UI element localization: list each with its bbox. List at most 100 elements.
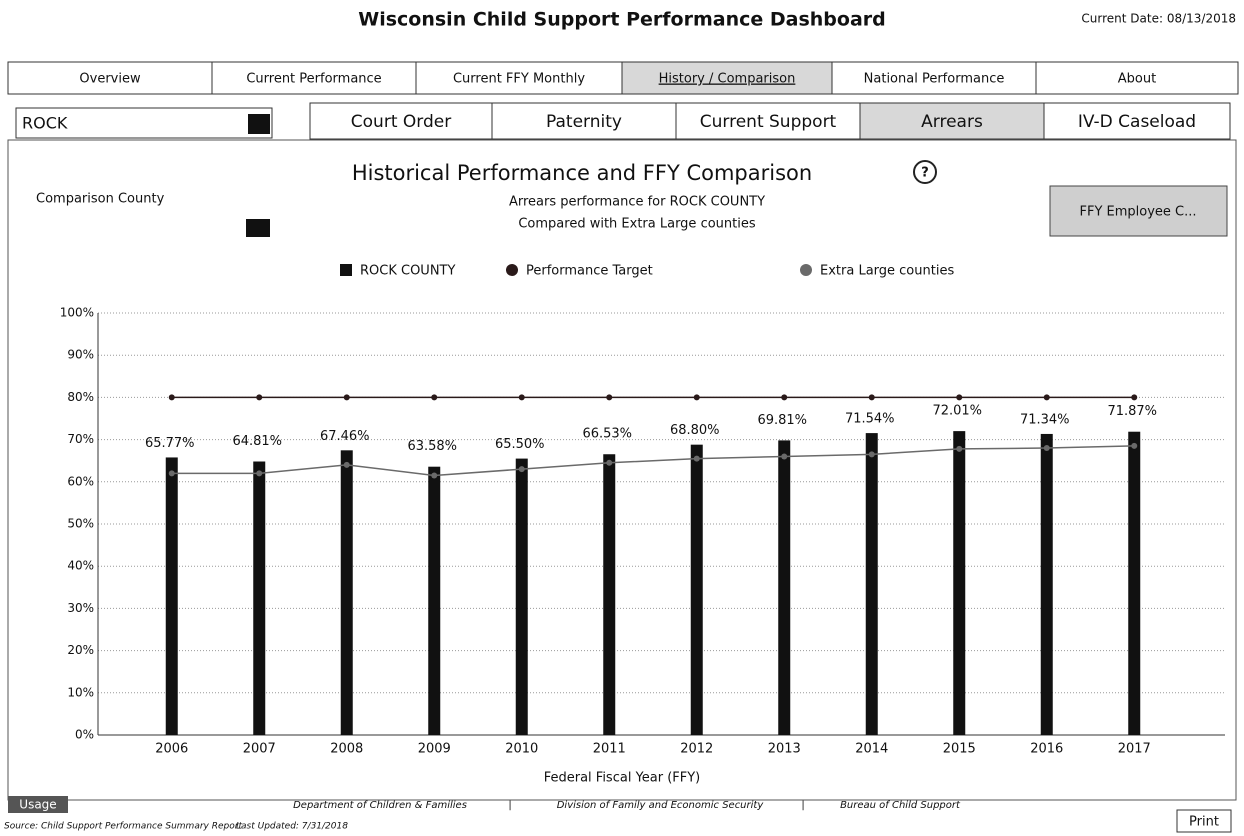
y-tick-label: 80% xyxy=(67,390,94,404)
legend-swatch xyxy=(800,264,812,276)
line-point xyxy=(1043,394,1050,401)
line-point xyxy=(431,394,438,401)
value-label: 65.50% xyxy=(495,437,545,452)
sub-tab-label[interactable]: Current Support xyxy=(700,112,837,132)
legend-swatch xyxy=(340,264,352,276)
line-point xyxy=(343,461,350,468)
nav-tab-label[interactable]: Current Performance xyxy=(246,72,381,87)
value-label: 72.01% xyxy=(932,404,982,419)
line-point xyxy=(606,459,613,466)
usage-text[interactable]: Usage xyxy=(19,798,56,812)
x-tick-label: 2014 xyxy=(855,742,888,757)
county-select[interactable] xyxy=(15,107,273,139)
line-point xyxy=(343,394,350,401)
y-tick-label: 100% xyxy=(60,306,94,320)
nav-tab[interactable] xyxy=(415,61,623,95)
value-label: 71.54% xyxy=(845,412,895,427)
nav-tab-label[interactable]: Overview xyxy=(79,72,141,87)
sub-tab[interactable] xyxy=(1043,102,1231,140)
sub-tab-label[interactable]: IV-D Caseload xyxy=(1078,112,1196,132)
nav-tab[interactable] xyxy=(1035,61,1239,95)
legend-label: Extra Large counties xyxy=(820,264,954,279)
x-tick-label: 2007 xyxy=(243,742,276,757)
line-point xyxy=(518,394,525,401)
legend-label: Performance Target xyxy=(526,264,653,279)
x-tick-label: 2006 xyxy=(155,742,188,757)
sub-tab-label[interactable]: Paternity xyxy=(546,112,622,132)
line-point xyxy=(868,394,875,401)
line-point xyxy=(956,445,963,452)
line-point xyxy=(1131,394,1138,401)
x-tick-label: 2015 xyxy=(943,742,976,757)
line xyxy=(171,445,1135,477)
print-text[interactable]: Print xyxy=(1189,815,1219,830)
value-label: 67.46% xyxy=(320,429,370,444)
help-text[interactable]: ? xyxy=(921,166,929,181)
line-point xyxy=(956,394,963,401)
line-point xyxy=(518,466,525,473)
usage-button[interactable] xyxy=(8,796,68,813)
sub-tab-label[interactable]: Arrears xyxy=(921,112,983,132)
line-point xyxy=(256,470,263,477)
line-point xyxy=(1043,445,1050,452)
value-label: 71.34% xyxy=(1020,412,1070,427)
county-dropdown-arrow[interactable] xyxy=(248,114,270,134)
y-tick-label: 10% xyxy=(67,685,94,699)
x-axis-label: Federal Fiscal Year (FFY) xyxy=(544,771,701,786)
employee-button[interactable] xyxy=(1049,185,1228,237)
nav-tab-label[interactable]: Current FFY Monthly xyxy=(453,72,585,87)
bar xyxy=(428,466,441,735)
help-icon[interactable] xyxy=(913,160,937,184)
x-tick-label: 2013 xyxy=(768,742,801,757)
chart-subtitle: Arrears performance for ROCK COUNTY xyxy=(509,195,765,210)
value-label: 64.81% xyxy=(232,434,282,449)
footer-separator: | xyxy=(801,800,804,811)
line-point xyxy=(868,451,875,458)
comparison-dropdown[interactable] xyxy=(246,219,270,237)
updated-note: Last Updated: 7/31/2018 xyxy=(236,822,348,832)
bar xyxy=(865,433,878,735)
content-panel xyxy=(7,139,1237,801)
x-tick-label: 2016 xyxy=(1030,742,1063,757)
nav-tab[interactable] xyxy=(621,61,833,95)
line-point xyxy=(431,472,438,479)
footer-link: Department of Children & Families xyxy=(293,800,467,811)
county-select-value[interactable]: ROCK xyxy=(22,114,68,133)
footer-separator: | xyxy=(508,800,511,811)
x-tick-label: 2017 xyxy=(1118,742,1151,757)
bar xyxy=(515,458,528,735)
line-point xyxy=(256,394,263,401)
y-tick-label: 40% xyxy=(67,559,94,573)
sub-tab[interactable] xyxy=(309,102,493,140)
employee-button-text[interactable]: FFY Employee C... xyxy=(1079,205,1196,220)
print-button[interactable] xyxy=(1176,809,1232,833)
value-label: 68.80% xyxy=(670,423,720,438)
y-tick-label: 0% xyxy=(75,728,94,742)
line-point xyxy=(168,470,175,477)
chart-subtitle: Compared with Extra Large counties xyxy=(518,217,756,232)
current-date: Current Date: 08/13/2018 xyxy=(1081,12,1236,26)
nav-tab-label[interactable]: National Performance xyxy=(864,72,1005,87)
x-tick-label: 2012 xyxy=(680,742,713,757)
bar xyxy=(1040,433,1053,735)
nav-tab-label[interactable]: About xyxy=(1118,72,1156,87)
x-tick-label: 2011 xyxy=(593,742,626,757)
sub-tab-label[interactable]: Court Order xyxy=(351,112,451,132)
y-tick-label: 60% xyxy=(67,474,94,488)
source-note: Source: Child Support Performance Summar… xyxy=(4,822,242,832)
y-tick-label: 70% xyxy=(67,432,94,446)
nav-tab[interactable] xyxy=(211,61,417,95)
sub-tab[interactable] xyxy=(491,102,677,140)
nav-tab[interactable] xyxy=(831,61,1037,95)
nav-tab-label[interactable]: History / Comparison xyxy=(659,72,796,87)
x-tick-label: 2010 xyxy=(505,742,538,757)
y-tick-label: 90% xyxy=(67,348,94,362)
nav-tab[interactable] xyxy=(7,61,213,95)
sub-tab[interactable] xyxy=(675,102,861,140)
bar xyxy=(603,454,616,735)
line-point xyxy=(781,394,788,401)
line-point xyxy=(781,453,788,460)
chart-title: Historical Performance and FFY Compariso… xyxy=(352,161,812,185)
line-point xyxy=(693,455,700,462)
